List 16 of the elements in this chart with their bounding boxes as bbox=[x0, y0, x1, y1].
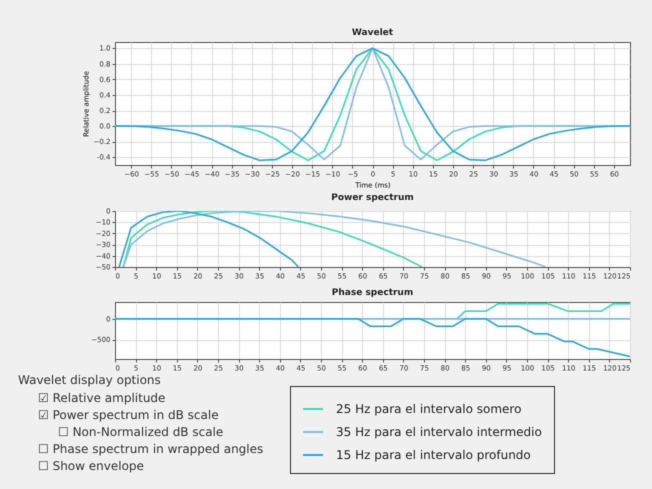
text: ☐ Show envelope bbox=[38, 459, 144, 473]
chart-title: Phase spectrum bbox=[332, 288, 414, 298]
line-series bbox=[115, 318, 630, 358]
text: ☑ Power spectrum in dB scale bbox=[38, 408, 219, 422]
legend-label: 25 Hz para el intervalo somero bbox=[336, 402, 522, 416]
chart-title: Power spectrum bbox=[331, 193, 414, 203]
line-series bbox=[122, 211, 546, 267]
legend-label: 15 Hz para el intervalo profundo bbox=[336, 448, 531, 462]
line-series bbox=[122, 211, 423, 267]
legend-label: 35 Hz para el intervalo intermedio bbox=[336, 425, 542, 439]
chart-title: Wavelet bbox=[352, 28, 394, 38]
text: ☐ Phase spectrum in wrapped angles bbox=[38, 442, 264, 456]
text: ☐ Non-Normalized dB scale bbox=[58, 425, 224, 439]
text: ☑ Relative amplitude bbox=[38, 391, 166, 405]
text: Wavelet display options bbox=[18, 373, 161, 387]
line-series bbox=[118, 211, 300, 267]
